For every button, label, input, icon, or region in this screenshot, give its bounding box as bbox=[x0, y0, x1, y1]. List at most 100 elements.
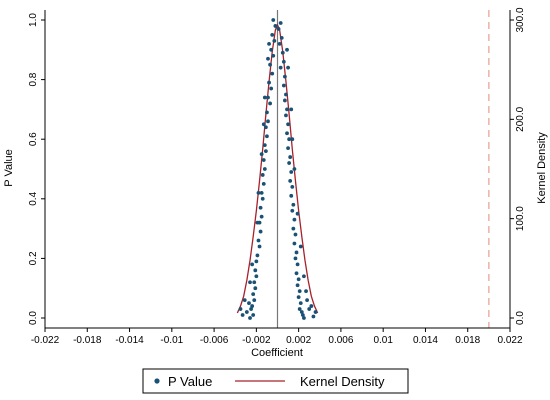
p-value-point bbox=[290, 137, 295, 142]
p-value-point bbox=[263, 125, 268, 130]
p-value-point bbox=[261, 158, 266, 162]
x-tick-label: 0.014 bbox=[413, 335, 438, 346]
p-value-point bbox=[253, 286, 258, 291]
p-value-point bbox=[283, 74, 287, 79]
p-value-point bbox=[296, 295, 301, 300]
p-value-point bbox=[240, 313, 245, 317]
p-value-point bbox=[268, 101, 272, 106]
p-value-point bbox=[298, 244, 303, 249]
p-value-point bbox=[248, 316, 252, 320]
x-tick-label: -0.014 bbox=[115, 335, 144, 346]
p-value-point bbox=[242, 298, 247, 303]
p-value-point bbox=[256, 190, 261, 195]
p-value-point bbox=[273, 24, 278, 28]
p-value-point bbox=[290, 184, 295, 189]
p-value-point bbox=[289, 170, 294, 174]
p-value-point bbox=[261, 182, 266, 186]
left-y-tick-label: 0.8 bbox=[28, 72, 39, 86]
right-y-tick-label: 300.0 bbox=[515, 7, 526, 32]
p-value-point bbox=[263, 149, 268, 154]
p-value-point bbox=[258, 205, 263, 210]
p-value-point bbox=[271, 18, 276, 22]
left-y-tick-label: 0.4 bbox=[28, 191, 39, 205]
p-value-point bbox=[289, 107, 294, 112]
p-value-point bbox=[238, 307, 243, 311]
legend-label-p-value: P Value bbox=[168, 374, 212, 389]
right-y-axis-title: Kernel Density bbox=[536, 132, 548, 204]
p-value-point bbox=[295, 211, 300, 216]
p-value-point bbox=[300, 313, 305, 317]
p-value-point bbox=[266, 56, 270, 61]
p-value-point bbox=[250, 262, 255, 267]
x-tick-label: -0.018 bbox=[73, 335, 102, 346]
p-value-point bbox=[258, 229, 263, 234]
p-value-point bbox=[267, 41, 271, 46]
p-value-point bbox=[285, 47, 289, 52]
p-value-point bbox=[269, 86, 274, 91]
p-value-point bbox=[313, 310, 318, 314]
left-y-tick-label: 0.2 bbox=[28, 251, 39, 265]
p-value-point bbox=[302, 316, 306, 320]
p-value-point bbox=[286, 122, 290, 127]
p-value-point bbox=[286, 65, 290, 70]
legend-marker-p-value bbox=[154, 378, 160, 384]
p-value-point bbox=[281, 59, 286, 64]
p-value-point bbox=[292, 241, 297, 246]
p-value-point bbox=[295, 262, 300, 267]
p-value-point bbox=[270, 33, 275, 37]
p-value-point bbox=[278, 21, 283, 25]
p-value-point bbox=[291, 202, 296, 207]
p-value-point bbox=[278, 65, 283, 70]
p-value-point bbox=[295, 283, 300, 288]
x-tick-label: -0.006 bbox=[200, 335, 229, 346]
p-value-point bbox=[298, 301, 303, 305]
reference-lines bbox=[276, 10, 490, 328]
x-tick-label: 0.018 bbox=[455, 335, 480, 346]
p-value-point bbox=[279, 35, 284, 40]
x-axis-title: Coefficient bbox=[251, 347, 303, 359]
p-value-point bbox=[293, 256, 298, 261]
p-value-point bbox=[288, 179, 293, 183]
p-value-point bbox=[249, 307, 253, 311]
p-value-point bbox=[267, 80, 271, 85]
p-value-point bbox=[287, 161, 292, 165]
legend: P Value Kernel Density bbox=[142, 368, 409, 394]
axes bbox=[44, 10, 511, 329]
left-y-axis-title: P Value bbox=[3, 149, 15, 187]
p-value-point bbox=[251, 313, 256, 317]
p-value-point bbox=[271, 53, 276, 58]
p-value-point bbox=[270, 71, 275, 76]
p-value-point bbox=[248, 280, 252, 285]
left-y-tick-label: 0.6 bbox=[28, 132, 39, 146]
p-value-point bbox=[268, 62, 272, 67]
p-value-point bbox=[281, 83, 286, 88]
p-value-point bbox=[302, 274, 306, 279]
kernel-density-series bbox=[236, 23, 319, 314]
right-y-tick-label: 200.0 bbox=[515, 106, 526, 131]
p-value-point bbox=[265, 110, 269, 115]
right-y-axis-ticks: 0.0 100.0 200.0 300.0 bbox=[510, 7, 526, 325]
p-value-point bbox=[259, 214, 264, 219]
p-value-point bbox=[290, 208, 295, 213]
left-y-tick-label: 1.0 bbox=[28, 13, 39, 27]
p-value-point bbox=[277, 41, 282, 46]
p-value-point bbox=[244, 310, 249, 314]
legend-label-kernel-density: Kernel Density bbox=[300, 374, 385, 389]
p-value-point bbox=[255, 220, 260, 225]
p-value-point bbox=[293, 232, 298, 237]
p-value-point bbox=[247, 301, 251, 305]
p-value-point bbox=[294, 271, 299, 276]
p-value-point bbox=[296, 277, 301, 282]
p-value-point bbox=[261, 122, 266, 127]
x-axis-ticks: -0.022 -0.018 -0.014 -0.01 -0.006 -0.002 0.002… bbox=[31, 328, 523, 346]
p-value-point bbox=[288, 155, 293, 159]
p-value-point bbox=[254, 274, 259, 279]
p-value-point bbox=[297, 289, 302, 294]
p-value-point bbox=[260, 196, 265, 201]
right-y-tick-label: 0.0 bbox=[515, 311, 526, 325]
p-value-point bbox=[266, 95, 270, 100]
p-value-point bbox=[286, 146, 290, 151]
p-value-point bbox=[262, 167, 267, 171]
